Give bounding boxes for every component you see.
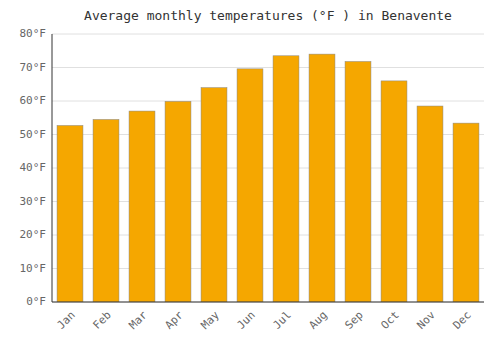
y-axis: 0°F 10°F 20°F 30°F 40°F 50°F 60°F 70°F 80°F [20,27,47,308]
y-tick-label: 60°F [20,94,47,107]
bar [237,69,263,302]
bar [93,119,119,302]
x-tick-label: Nov [415,308,439,332]
y-tick-label: 70°F [20,61,47,74]
y-tick-label: 30°F [20,195,47,208]
bar [129,111,155,302]
bar [345,61,371,302]
bars [57,54,479,302]
bar [453,123,479,302]
chart: 0°F 10°F 20°F 30°F 40°F 50°F 60°F 70°F 80°F Jan Fe… [0,0,500,350]
y-tick-label: 10°F [20,262,47,275]
grid-line [52,101,484,102]
x-tick-label: Dec [451,309,474,332]
bar [165,101,191,302]
x-tick-label: Jan [55,309,78,332]
y-tick-label: 50°F [20,128,47,141]
title: Average monthly temperatures (°F ) in Be… [84,8,452,23]
x-tick-label: Apr [163,308,187,332]
grid-line [52,302,484,303]
y-tick-label: 80°F [20,27,47,40]
bar [417,106,443,302]
x-tick-label: Sep [343,309,366,332]
x-tick-label: Mar [127,308,151,332]
x-axis-line [52,302,484,303]
x-axis: Jan Feb Mar Apr May Jun Jul Aug Sep Oct Nov Dec [55,308,474,332]
y-tick-label: 0°F [26,295,46,308]
x-tick-label: Jul [271,309,294,332]
grid-line [52,67,484,68]
y-tick-label: 40°F [20,161,47,174]
bar [201,88,227,302]
x-tick-label: Aug [307,309,330,332]
bar [381,81,407,302]
grid [52,34,484,302]
chart-root: 0°F 10°F 20°F 30°F 40°F 50°F 60°F 70°F 80°F Jan Fe… [0,0,500,350]
y-tick-label: 20°F [20,228,47,241]
x-tick-label: Jun [235,309,258,332]
x-tick-label: May [199,308,223,332]
bar [273,56,299,302]
x-tick-label: Feb [91,309,114,332]
y-axis-line [52,34,53,302]
bar [57,125,83,302]
x-tick-label: Oct [379,309,402,332]
bar [309,54,335,302]
grid-line [52,34,484,35]
